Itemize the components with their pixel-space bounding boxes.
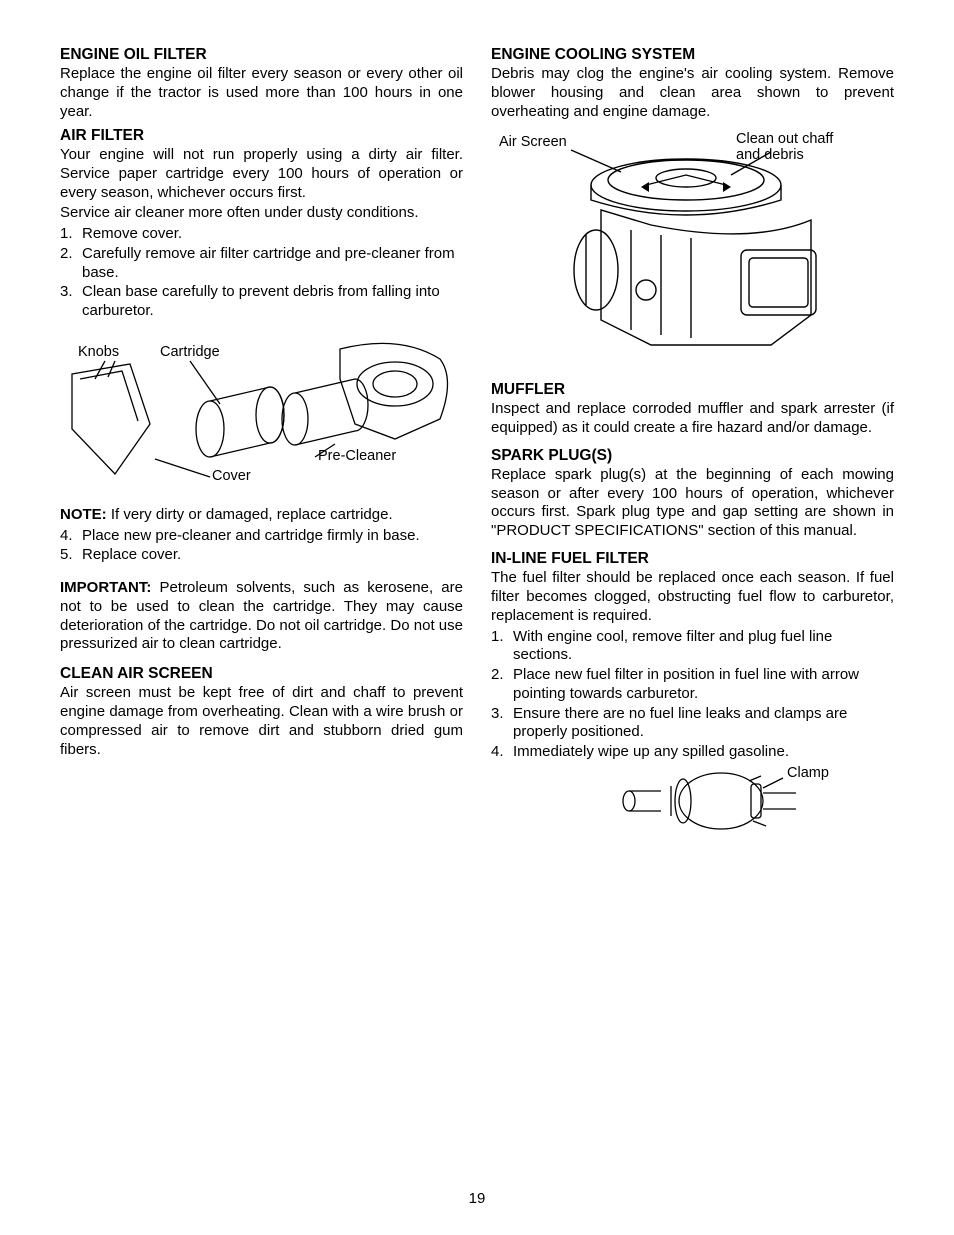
heading-fuel-filter: IN-LINE FUEL FILTER <box>491 549 894 568</box>
note-body: If very dirty or damaged, replace cartri… <box>107 506 393 523</box>
body-engine-oil-filter: Replace the engine oil filter every seas… <box>60 65 463 121</box>
list-item: Place new fuel filter in position in fue… <box>491 666 894 704</box>
heading-engine-cooling: ENGINE COOLING SYSTEM <box>491 45 894 64</box>
note-air-filter: NOTE: If very dirty or damaged, replace … <box>60 506 463 525</box>
label-cartridge: Cartridge <box>160 343 220 361</box>
label-knobs: Knobs <box>78 343 119 361</box>
figure-fuel-filter: Clamp <box>611 766 894 841</box>
body-clean-air-screen: Air screen must be kept free of dirt and… <box>60 684 463 759</box>
note-label: NOTE: <box>60 506 107 523</box>
heading-clean-air-screen: CLEAN AIR SCREEN <box>60 664 463 683</box>
list-item: Clean base carefully to prevent debris f… <box>60 283 463 321</box>
important-label: IMPORTANT: <box>60 579 151 596</box>
list-item: Ensure there are no fuel line leaks and … <box>491 705 894 743</box>
heading-air-filter: AIR FILTER <box>60 126 463 145</box>
page-number: 19 <box>469 1190 486 1207</box>
two-column-layout: ENGINE OIL FILTER Replace the engine oil… <box>60 45 894 853</box>
figure-air-filter: Knobs Cartridge Pre-Cleaner Cover <box>60 329 463 494</box>
list-item: Replace cover. <box>60 546 463 565</box>
body-engine-cooling: Debris may clog the engine's air cooling… <box>491 65 894 121</box>
heading-spark-plug: SPARK PLUG(S) <box>491 446 894 465</box>
list-item: Remove cover. <box>60 225 463 244</box>
fuel-filter-steps: With engine cool, remove filter and plug… <box>491 628 894 762</box>
air-filter-steps-2: Place new pre-cleaner and cartridge firm… <box>60 527 463 566</box>
label-clamp: Clamp <box>787 764 829 782</box>
body-spark-plug: Replace spark plug(s) at the beginning o… <box>491 466 894 541</box>
engine-diagram-svg <box>491 130 891 368</box>
list-item: Place new pre-cleaner and cartridge firm… <box>60 527 463 546</box>
list-item: With engine cool, remove filter and plug… <box>491 628 894 666</box>
body-muffler: Inspect and replace corroded muffler and… <box>491 400 894 438</box>
label-pre-cleaner: Pre-Cleaner <box>318 447 396 465</box>
air-filter-steps-1: Remove cover. Carefully remove air filte… <box>60 225 463 321</box>
label-cover: Cover <box>212 467 251 485</box>
body-fuel-filter: The fuel filter should be replaced once … <box>491 569 894 625</box>
label-clean-out-2: and debris <box>736 146 804 164</box>
heading-muffler: MUFFLER <box>491 380 894 399</box>
figure-engine-cooling: Air Screen Clean out chaff and debris <box>491 130 894 368</box>
air-filter-diagram-svg <box>60 329 460 494</box>
right-column: ENGINE COOLING SYSTEM Debris may clog th… <box>491 45 894 853</box>
body-air-filter-2: Service air cleaner more often under dus… <box>60 204 463 223</box>
label-air-screen: Air Screen <box>499 133 567 151</box>
body-air-filter-1: Your engine will not run properly using … <box>60 146 463 202</box>
left-column: ENGINE OIL FILTER Replace the engine oil… <box>60 45 463 853</box>
list-item: Immediately wipe up any spilled gasoline… <box>491 743 894 762</box>
heading-engine-oil-filter: ENGINE OIL FILTER <box>60 45 463 64</box>
important-air-filter: IMPORTANT: Petroleum solvents, such as k… <box>60 579 463 654</box>
list-item: Carefully remove air filter cartridge an… <box>60 245 463 283</box>
